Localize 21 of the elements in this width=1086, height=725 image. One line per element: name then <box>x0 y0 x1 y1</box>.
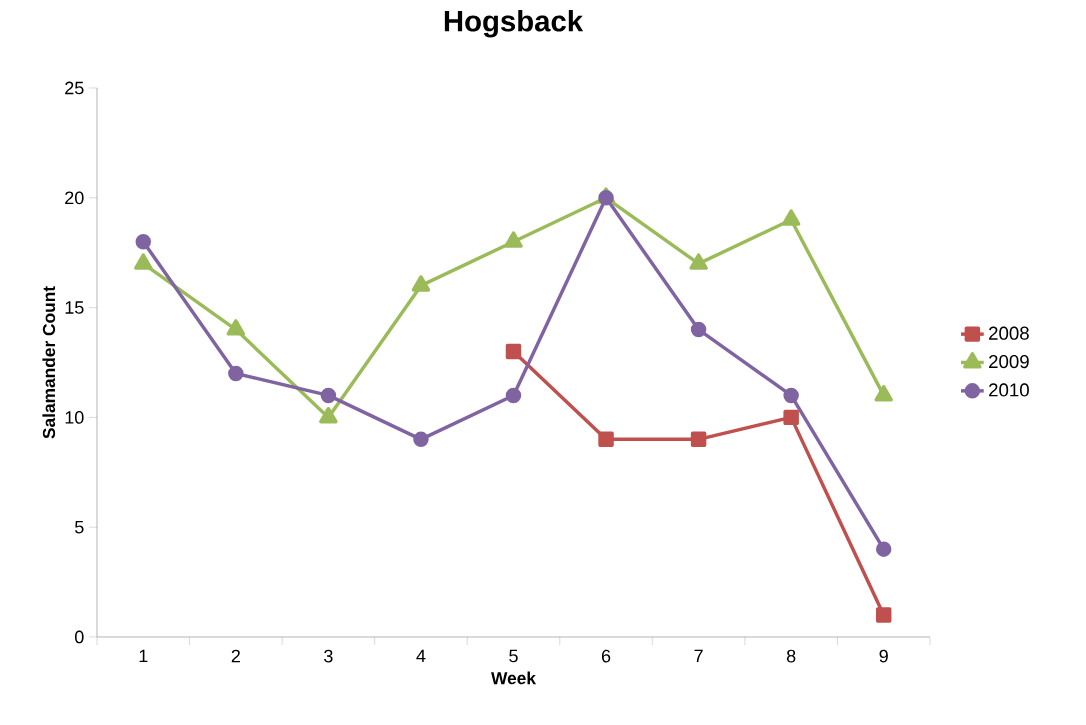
chart-title: Hogsback <box>444 10 584 38</box>
legend-label: 2010 <box>989 383 1029 397</box>
y-tick-label: 20 <box>65 191 84 205</box>
x-tick-label: 4 <box>416 649 426 663</box>
y-tick-label: 5 <box>75 520 84 534</box>
y-tick-label: 15 <box>65 301 84 314</box>
x-tick-label: 2 <box>231 649 240 663</box>
x-tick-label: 1 <box>139 649 148 663</box>
x-axis-title: Week <box>491 671 536 685</box>
legend-label: 2008 <box>989 326 1029 340</box>
x-tick-label: 7 <box>694 649 703 663</box>
x-tick-label: 6 <box>601 649 611 663</box>
y-axis-title: Salamander Count <box>42 286 56 439</box>
x-tick-label: 3 <box>324 649 333 663</box>
x-tick-label: 8 <box>786 649 796 663</box>
x-tick-label: 9 <box>879 649 888 663</box>
x-tick-label: 5 <box>509 649 518 663</box>
y-tick-label: 0 <box>75 630 84 644</box>
y-tick-label: 25 <box>65 81 84 95</box>
y-tick-label: 10 <box>65 411 84 424</box>
legend-label: 2009 <box>989 354 1029 369</box>
